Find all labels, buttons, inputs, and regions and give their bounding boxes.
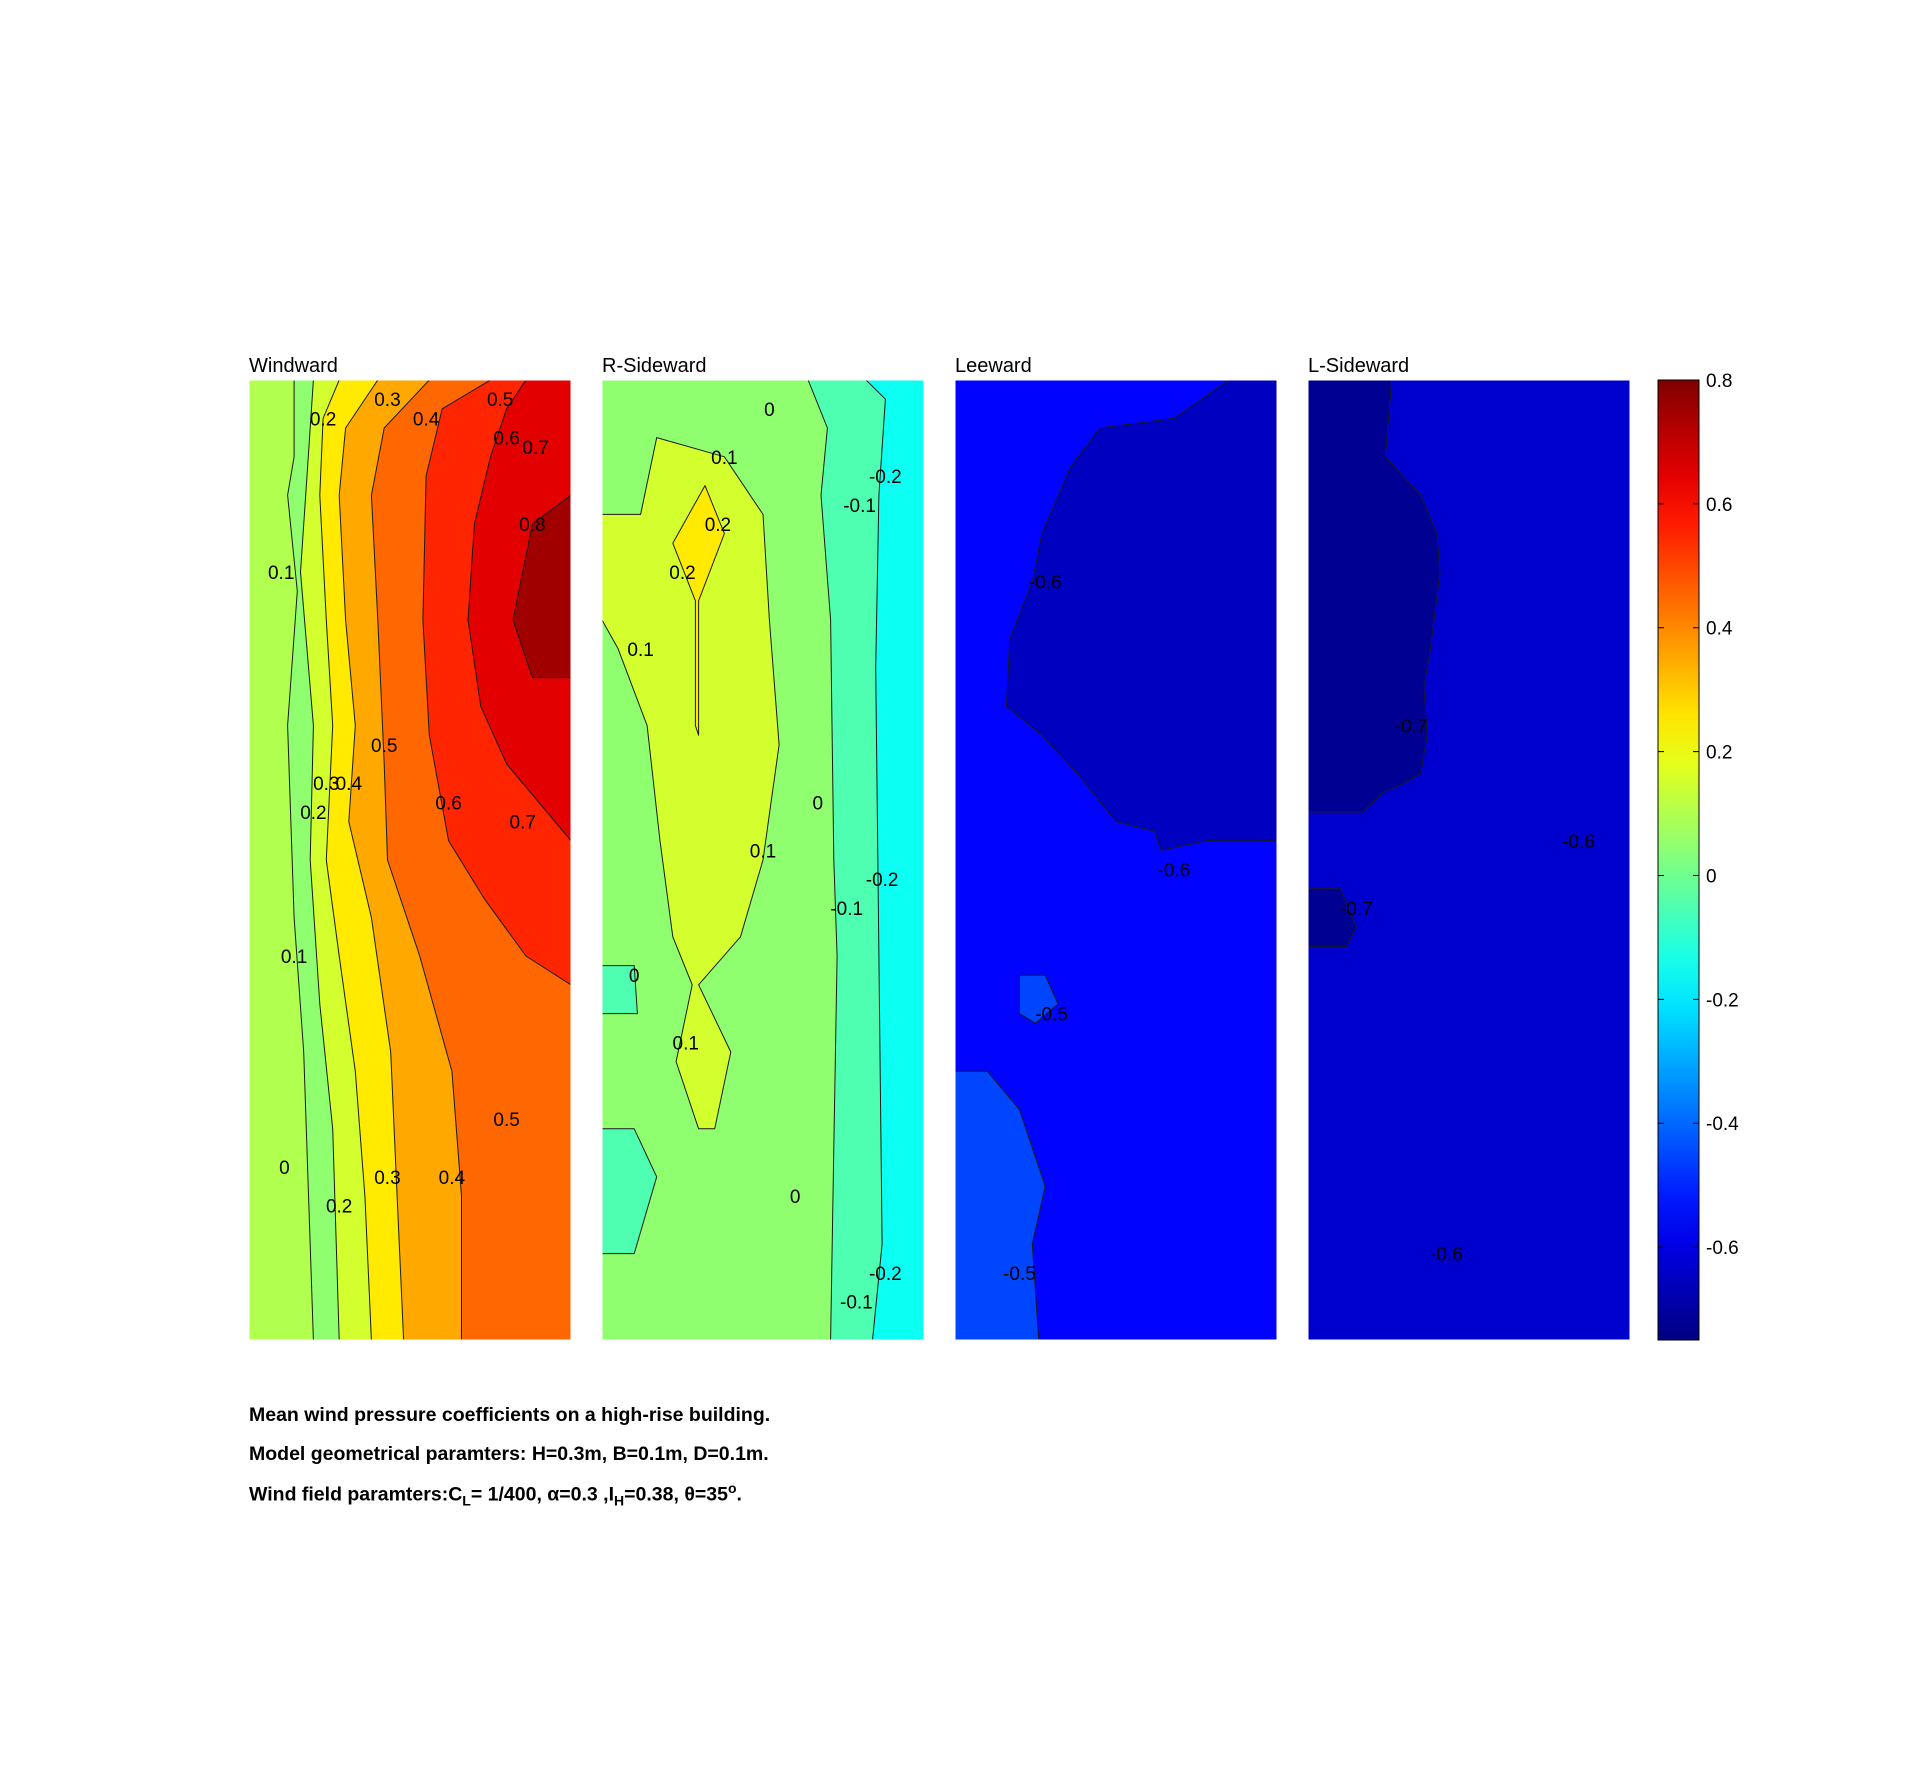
contour-label: 0.2 [705, 515, 731, 536]
contour-label: 0.7 [509, 813, 535, 834]
caption-line-3-theta: =0.38, θ=35 [624, 1483, 728, 1506]
panel-l-sideward: L-Sideward -0.7 -0.6 -0.7 -0.6 [1307, 355, 1631, 1341]
contour-label: -0.6 [1562, 832, 1595, 853]
contour-label: 0.6 [493, 429, 519, 450]
panel-frame [954, 379, 1278, 1341]
contour-label: -0.5 [1035, 1005, 1068, 1026]
contour-label: 0 [790, 1187, 801, 1208]
contour-region [602, 437, 780, 1130]
colorbar: 0.8 0.6 0.4 0.2 0 -0.2 -0.4 -0.6 [1657, 371, 1739, 1341]
panel-title: Windward [249, 355, 338, 377]
contour-label: 0.3 [374, 1168, 400, 1189]
contour-label: 0.2 [310, 409, 336, 430]
contour-label: 0.2 [300, 803, 326, 824]
contour-label: -0.7 [1340, 899, 1373, 920]
contour-region [249, 380, 314, 1340]
contour-label: 0.1 [711, 448, 737, 469]
contour-label: 0.5 [371, 736, 397, 757]
caption-line-3-end: . [736, 1483, 742, 1506]
panel-leeward: Leeward -0.6 -0.6 -0.5 -0.5 [954, 355, 1278, 1341]
contour-label: -0.2 [866, 870, 899, 891]
colorbar-tick-label: -0.6 [1706, 1238, 1739, 1259]
contour-label: -0.1 [840, 1293, 873, 1314]
panel-title: Leeward [955, 355, 1032, 377]
contour-label: 0.1 [281, 947, 307, 968]
caption-line-3-mid: = 1/400, α=0.3 ,I [470, 1483, 615, 1506]
colorbar-tick-label: 0 [1706, 866, 1717, 887]
panel-frame [1307, 379, 1631, 1341]
contour-label: 0.7 [522, 438, 548, 459]
caption-line-3: Wind field paramters:CL= 1/400, α=0.3 ,I… [249, 1480, 742, 1508]
colorbar-tick-label: 0.6 [1706, 495, 1732, 516]
colorbar-tick-label: 0.2 [1706, 743, 1732, 764]
panel-title: R-Sideward [602, 355, 706, 377]
colorbar-tick-label: 0.4 [1706, 619, 1733, 640]
contour-label: 0 [812, 793, 823, 814]
contour-label: 0.2 [326, 1197, 352, 1218]
contour-label: 0 [629, 966, 640, 987]
contour-region [1308, 888, 1357, 947]
panel-frame [601, 379, 925, 1341]
contour-label: 0.2 [669, 563, 695, 584]
contour-region [865, 380, 924, 1340]
contour-region [1006, 380, 1277, 851]
contour-label: 0 [764, 400, 775, 421]
colorbar-gradient [1657, 379, 1700, 1341]
contour-label: 0.4 [413, 409, 440, 430]
caption-line-2: Model geometrical paramters: H=0.3m, B=0… [249, 1443, 769, 1465]
contour-label: 0 [279, 1158, 290, 1179]
contour-label: -0.1 [830, 899, 863, 920]
contour-label: 0.1 [627, 640, 653, 661]
panel-frame [248, 379, 572, 1341]
contour-label: 0.1 [673, 1033, 699, 1054]
contour-label: 0.1 [750, 841, 776, 862]
contour-region [672, 485, 725, 736]
contour-region [602, 965, 638, 1015]
contour-region [602, 1128, 658, 1255]
contour-label: -0.2 [869, 467, 902, 488]
contour-region [1018, 974, 1059, 1024]
contour-label: -0.5 [1003, 1264, 1036, 1285]
caption-line-3-prefix: Wind field paramters:C [249, 1483, 463, 1506]
contour-label: 0.5 [493, 1110, 519, 1131]
colorbar-tick-label: 0.8 [1706, 371, 1732, 392]
colorbar-tick-label: -0.2 [1706, 990, 1739, 1011]
caption-degree-superscript: o [727, 1480, 737, 1496]
contour-label: -0.2 [869, 1264, 902, 1285]
contour-label: -0.7 [1395, 717, 1428, 738]
caption-line-1: Mean wind pressure coefficients on a hig… [249, 1404, 771, 1426]
contour-label: -0.6 [1029, 573, 1062, 594]
contour-label: 0.4 [336, 774, 363, 795]
contour-label: -0.6 [1158, 861, 1191, 882]
contour-region [955, 1070, 1046, 1340]
caption-cl-subscript: L [462, 1492, 471, 1509]
contour-label: 0.3 [313, 774, 339, 795]
panel-title: L-Sideward [1308, 355, 1409, 377]
contour-label: 0.4 [439, 1168, 466, 1189]
contour-label: 0.6 [435, 793, 461, 814]
contour-label: -0.1 [843, 496, 876, 517]
colorbar-tick-label: -0.4 [1706, 1114, 1739, 1135]
contour-label: 0.3 [374, 390, 400, 411]
caption-ih-subscript: H [614, 1492, 625, 1509]
contour-label: -0.6 [1430, 1245, 1463, 1266]
contour-label: 0.8 [519, 515, 545, 536]
contour-label: 0.1 [268, 563, 294, 584]
contour-region [512, 494, 571, 679]
contour-region [1308, 380, 1441, 813]
contour-label: 0.5 [487, 390, 513, 411]
panel-r-sideward: R-Sideward00.1-0.2-0.10.20.20.100.1-0.2-… [601, 355, 925, 1341]
